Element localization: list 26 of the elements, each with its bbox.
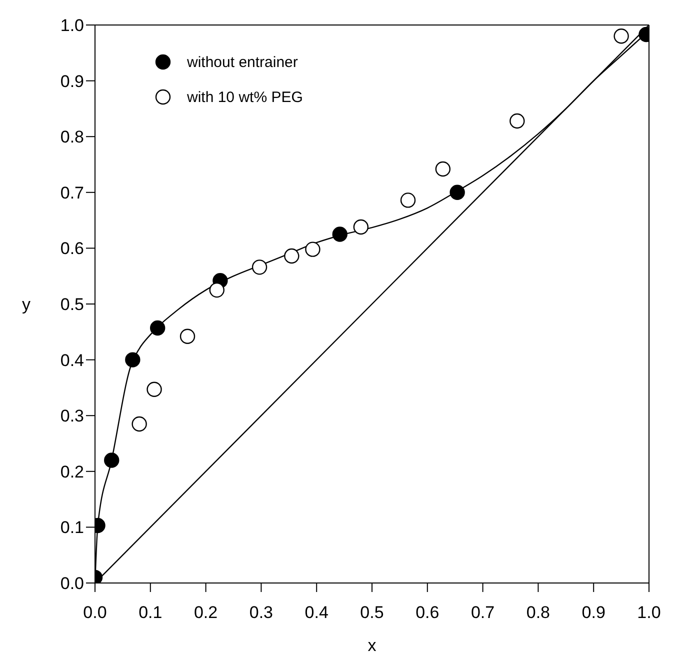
y-tick-label: 0.5 [60, 295, 84, 314]
x-tick-label: 0.5 [360, 603, 384, 622]
y-tick-label: 0.8 [60, 128, 84, 147]
x-tick-label: 0.3 [249, 603, 274, 622]
x-tick-label: 0.7 [470, 603, 495, 622]
y-tick-label: 1.0 [60, 16, 84, 36]
x-tick-label: 0.4 [304, 603, 328, 622]
y-tick-label: 0.4 [60, 350, 84, 370]
y-axis-title: y [22, 295, 31, 314]
y-tick-label: 0.6 [60, 239, 84, 258]
y-tick-label: 0.2 [60, 462, 84, 482]
y-tick-label: 0.7 [60, 183, 84, 202]
legend-label: with 10 wt% PEG [187, 88, 303, 106]
y-tick-label: 0.0 [60, 574, 84, 594]
x-tick-label: 0.8 [526, 603, 550, 622]
x-tick-label: 1.0 [637, 603, 661, 622]
y-tick-label: 0.9 [60, 72, 84, 91]
y-tick-label: 0.3 [60, 406, 84, 426]
x-tick-label: 0.6 [416, 603, 440, 622]
x-tick-label: 0.0 [83, 603, 107, 622]
x-axis-title: x [368, 636, 377, 655]
x-tick-label: 0.9 [582, 603, 606, 622]
x-tick-label: 0.1 [138, 603, 162, 622]
legend-label: without entrainer [187, 54, 298, 70]
x-tick-label: 0.2 [194, 603, 218, 622]
y-tick-label: 0.1 [60, 518, 84, 538]
